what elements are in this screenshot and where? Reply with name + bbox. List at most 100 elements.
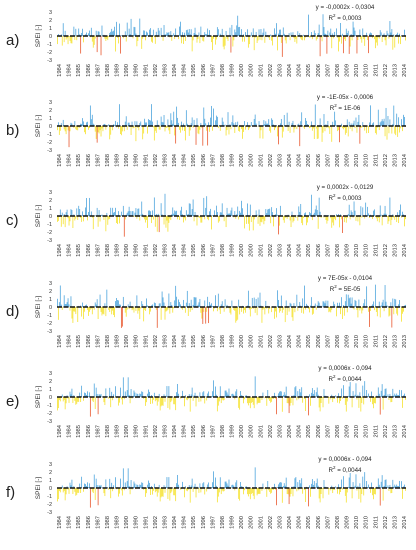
spei-bar: [154, 126, 156, 131]
spei-bar: [288, 488, 290, 505]
spei-bar: [292, 216, 294, 223]
spei-bar: [105, 479, 107, 488]
spei-bar: [81, 476, 83, 488]
spei-bar: [310, 488, 311, 497]
spei-bar: [329, 32, 331, 36]
spei-bar: [374, 307, 375, 311]
spei-bar: [217, 488, 219, 497]
spei-bar: [363, 303, 365, 307]
x-tick-label: 1989: [115, 244, 121, 257]
spei-bar: [134, 483, 136, 488]
spei-bar: [168, 126, 170, 131]
spei-bar: [247, 36, 249, 48]
x-tick-label: 2009: [345, 425, 351, 438]
spei-bar: [119, 216, 120, 224]
spei-bar: [115, 477, 116, 488]
spei-bar: [149, 29, 150, 36]
spei-bar: [75, 28, 77, 36]
spei-bar: [143, 397, 145, 399]
spei-bar: [361, 216, 363, 218]
spei-bar: [186, 123, 188, 126]
spei-bar: [263, 28, 265, 36]
spei-bar: [79, 126, 81, 128]
spei-bar: [249, 204, 251, 216]
x-tick-label: 1987: [95, 425, 101, 438]
spei-bar: [120, 35, 122, 36]
spei-bar: [318, 488, 320, 499]
spei-bar: [326, 216, 328, 224]
spei-bar: [247, 216, 249, 224]
spei-bar: [270, 34, 272, 36]
spei-bar: [206, 307, 208, 312]
spei-bar: [226, 36, 228, 39]
spei-bar: [390, 216, 392, 226]
spei-bar: [105, 388, 107, 397]
spei-bar: [146, 397, 147, 403]
spei-bar: [99, 485, 101, 488]
spei-bar: [270, 488, 272, 494]
spei-bar: [399, 300, 400, 307]
spei-bar: [331, 36, 333, 49]
spei-bar: [228, 388, 230, 397]
x-tick-label: 1994: [182, 515, 188, 529]
spei-bar: [342, 476, 344, 488]
spei-bar: [223, 397, 225, 401]
spei-bar: [156, 307, 158, 328]
spei-bar: [221, 203, 223, 216]
spei-bar: [78, 488, 80, 493]
x-tick-label: 1987: [95, 154, 101, 167]
x-tick-label: 1991: [143, 335, 149, 348]
spei-bar: [285, 386, 287, 397]
spei-bar: [187, 397, 189, 399]
spei-bar: [126, 307, 128, 310]
r-squared: R2 = 1E-06: [329, 103, 361, 113]
spei-bar: [231, 393, 233, 397]
spei-bar: [208, 216, 210, 221]
spei-bar: [207, 484, 209, 488]
spei-bar: [321, 36, 323, 42]
spei-bar: [95, 126, 97, 139]
x-tick-label: 1985: [76, 425, 82, 438]
spei-bar: [107, 36, 109, 41]
x-tick-label: 1992: [153, 425, 159, 438]
spei-bar: [127, 468, 129, 488]
spei-bar: [381, 216, 383, 226]
spei-bar: [184, 36, 186, 41]
spei-bar: [60, 304, 62, 307]
spei-bar: [303, 126, 305, 128]
spei-bar: [253, 216, 255, 220]
spei-bar: [255, 123, 257, 126]
spei-bar: [404, 484, 405, 488]
x-tick-label: 2011: [373, 516, 379, 528]
spei-bar: [100, 126, 102, 137]
spei-bar: [130, 480, 132, 488]
spei-bar: [286, 112, 288, 126]
x-tick-label: 1990: [134, 425, 140, 438]
spei-bar: [267, 123, 269, 126]
spei-bar: [317, 301, 319, 307]
spei-bar: [217, 397, 219, 406]
spei-bar: [266, 307, 268, 309]
spei-bar: [65, 212, 67, 216]
x-tick-label: 2004: [297, 334, 303, 348]
spei-bar: [58, 302, 60, 307]
x-tick-label: 2006: [316, 516, 322, 529]
spei-bar: [142, 304, 144, 307]
spei-bar: [325, 216, 327, 221]
spei-bar: [99, 126, 101, 131]
spei-bar: [352, 391, 354, 397]
spei-bar: [378, 393, 380, 397]
spei-bar: [382, 299, 384, 307]
spei-bar: [390, 32, 392, 36]
spei-bar: [123, 488, 125, 491]
spei-bar: [152, 210, 153, 216]
spei-bar: [278, 393, 279, 397]
spei-bar: [223, 36, 225, 50]
x-tick-label: 2012: [383, 335, 389, 348]
spei-bar: [278, 216, 279, 235]
spei-bar: [314, 303, 316, 307]
spei-bar: [222, 36, 224, 47]
spei-bar: [100, 484, 102, 488]
spei-bar: [231, 122, 233, 126]
spei-bar: [185, 210, 187, 216]
